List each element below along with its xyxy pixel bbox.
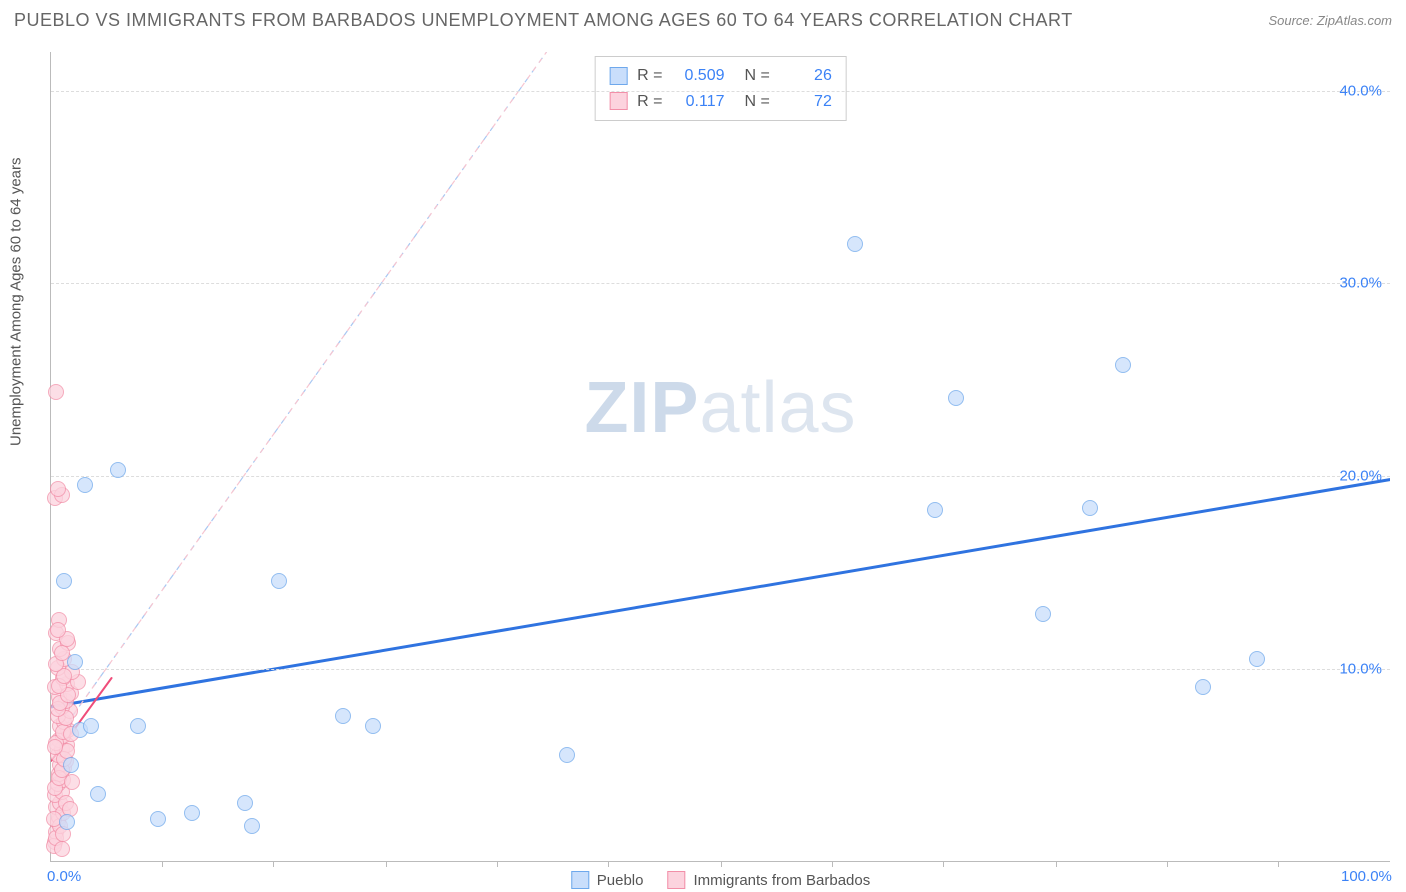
- data-point: [110, 462, 126, 478]
- x-tick: [497, 861, 498, 867]
- legend-item-barbados: Immigrants from Barbados: [667, 871, 870, 889]
- gridline: [51, 91, 1390, 92]
- data-point: [1082, 500, 1098, 516]
- data-point: [927, 502, 943, 518]
- data-point: [184, 805, 200, 821]
- swatch-icon: [609, 92, 627, 110]
- swatch-icon: [667, 871, 685, 889]
- data-point: [150, 811, 166, 827]
- series-legend: Pueblo Immigrants from Barbados: [571, 871, 870, 889]
- data-point: [271, 573, 287, 589]
- data-point: [54, 841, 70, 857]
- data-point: [90, 786, 106, 802]
- data-point: [63, 757, 79, 773]
- x-tick: [162, 861, 163, 867]
- stats-row-barbados: R = 0.117 N = 72: [609, 89, 832, 115]
- data-point: [48, 384, 64, 400]
- x-tick: [943, 861, 944, 867]
- data-point: [365, 718, 381, 734]
- legend-item-pueblo: Pueblo: [571, 871, 644, 889]
- page-title: PUEBLO VS IMMIGRANTS FROM BARBADOS UNEMP…: [14, 10, 1073, 31]
- data-point: [67, 654, 83, 670]
- n-value: 72: [780, 89, 832, 115]
- y-tick-label: 10.0%: [1339, 661, 1382, 678]
- x-tick: [1278, 861, 1279, 867]
- n-value: 26: [780, 63, 832, 89]
- x-tick: [832, 861, 833, 867]
- y-tick-label: 30.0%: [1339, 275, 1382, 292]
- swatch-icon: [609, 67, 627, 85]
- data-point: [64, 774, 80, 790]
- data-point: [59, 814, 75, 830]
- data-point: [1035, 606, 1051, 622]
- data-point: [335, 708, 351, 724]
- r-value: 0.509: [673, 63, 725, 89]
- x-tick: [386, 861, 387, 867]
- gridline: [51, 669, 1390, 670]
- watermark: ZIPatlas: [584, 367, 856, 449]
- data-point: [56, 573, 72, 589]
- x-tick: [273, 861, 274, 867]
- data-point: [237, 795, 253, 811]
- scatter-plot: ZIPatlas R = 0.509 N = 26 R = 0.117 N = …: [50, 52, 1390, 862]
- data-point: [559, 747, 575, 763]
- data-point: [130, 718, 146, 734]
- gridline: [51, 283, 1390, 284]
- data-point: [244, 818, 260, 834]
- data-point: [1115, 357, 1131, 373]
- y-tick-label: 40.0%: [1339, 82, 1382, 99]
- data-point: [847, 236, 863, 252]
- data-point: [1195, 679, 1211, 695]
- y-tick-label: 20.0%: [1339, 468, 1382, 485]
- trend-lines: [51, 52, 1390, 861]
- data-point: [50, 481, 66, 497]
- x-tick-label: 100.0%: [1341, 868, 1392, 885]
- x-tick: [1167, 861, 1168, 867]
- data-point: [77, 477, 93, 493]
- swatch-icon: [571, 871, 589, 889]
- stats-row-pueblo: R = 0.509 N = 26: [609, 63, 832, 89]
- data-point: [948, 390, 964, 406]
- data-point: [47, 739, 63, 755]
- y-axis-label: Unemployment Among Ages 60 to 64 years: [8, 157, 25, 446]
- r-value: 0.117: [673, 89, 725, 115]
- x-tick-label: 0.0%: [47, 868, 81, 885]
- data-point: [1249, 651, 1265, 667]
- gridline: [51, 476, 1390, 477]
- source-label: Source: ZipAtlas.com: [1268, 13, 1392, 28]
- data-point: [83, 718, 99, 734]
- x-tick: [1056, 861, 1057, 867]
- data-point: [50, 622, 66, 638]
- stats-legend: R = 0.509 N = 26 R = 0.117 N = 72: [594, 56, 847, 121]
- x-tick: [608, 861, 609, 867]
- x-tick: [721, 861, 722, 867]
